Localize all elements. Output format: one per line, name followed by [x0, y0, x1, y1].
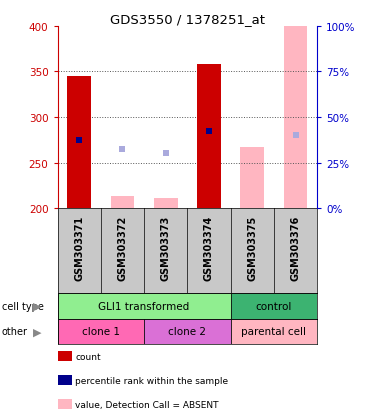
Text: other: other	[2, 327, 28, 337]
Bar	[284, 27, 308, 209]
Text: GSM303371: GSM303371	[74, 215, 84, 280]
Text: GSM303376: GSM303376	[290, 215, 301, 280]
Text: value, Detection Call = ABSENT: value, Detection Call = ABSENT	[75, 400, 219, 409]
Bar	[111, 197, 134, 209]
Text: ▶: ▶	[33, 327, 42, 337]
Bar	[231, 293, 317, 319]
Text: control: control	[256, 301, 292, 311]
Bar	[67, 77, 91, 209]
Text: clone 1: clone 1	[82, 327, 120, 337]
Text: GSM303373: GSM303373	[161, 215, 171, 280]
Bar	[197, 65, 221, 209]
Bar	[240, 148, 264, 209]
Bar	[231, 319, 317, 344]
Text: parental cell: parental cell	[242, 327, 306, 337]
Title: GDS3550 / 1378251_at: GDS3550 / 1378251_at	[110, 13, 265, 26]
Text: cell type: cell type	[2, 301, 44, 311]
Bar	[58, 293, 231, 319]
Text: percentile rank within the sample: percentile rank within the sample	[75, 376, 229, 385]
Text: GLI1 transformed: GLI1 transformed	[98, 301, 190, 311]
Bar	[58, 319, 144, 344]
Bar	[154, 199, 178, 209]
Bar	[144, 319, 231, 344]
Text: GSM303372: GSM303372	[118, 215, 127, 280]
Text: GSM303374: GSM303374	[204, 215, 214, 280]
Text: count: count	[75, 352, 101, 361]
Text: clone 2: clone 2	[168, 327, 206, 337]
Text: GSM303375: GSM303375	[247, 215, 257, 280]
Text: ▶: ▶	[33, 301, 42, 311]
